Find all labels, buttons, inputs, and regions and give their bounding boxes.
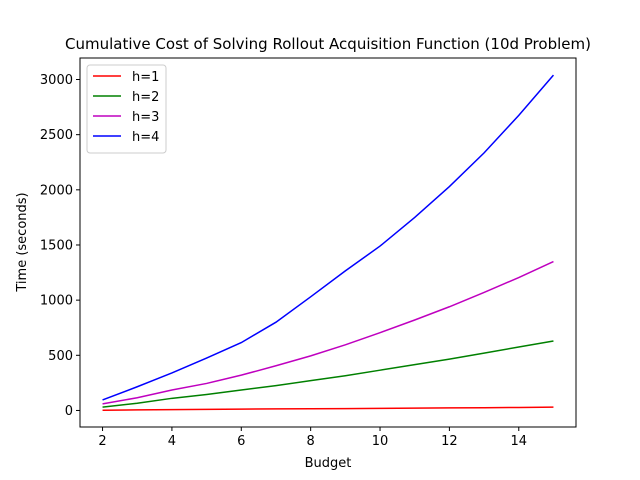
y-axis-ticks: 0 500 1000 1500 2000 2500 3000 — [40, 73, 80, 419]
series-line-1 — [102, 406, 554, 411]
y-tick-label: 1000 — [40, 294, 73, 309]
x-tick-label: 6 — [237, 434, 245, 449]
legend-label-2: h=2 — [132, 90, 159, 105]
y-tick-label: 0 — [65, 404, 73, 419]
series-line-2 — [102, 340, 554, 408]
y-tick-label: 1500 — [40, 238, 73, 253]
legend: h=1 h=2 h=3 h=4 — [86, 64, 167, 154]
x-tick-label: 14 — [510, 434, 527, 449]
legend-label-1: h=1 — [132, 70, 159, 85]
chart-title: Cumulative Cost of Solving Rollout Acqui… — [65, 35, 591, 53]
x-tick-label: 12 — [441, 434, 458, 449]
series-lines — [102, 74, 555, 411]
x-tick-label: 2 — [98, 434, 106, 449]
x-axis-ticks: 2 4 6 8 10 12 14 — [98, 427, 527, 449]
x-tick-label: 8 — [307, 434, 315, 449]
y-tick-label: 500 — [48, 349, 73, 364]
y-tick-label: 2000 — [40, 183, 73, 198]
y-axis-label: Time (seconds) — [15, 192, 30, 292]
x-axis-label: Budget — [305, 456, 352, 471]
plot-frame — [79, 57, 577, 428]
legend-box — [86, 64, 167, 154]
legend-label-3: h=3 — [132, 110, 159, 125]
series-line-4 — [102, 74, 555, 401]
x-tick-label: 4 — [168, 434, 176, 449]
series-line-3 — [102, 260, 554, 405]
legend-label-4: h=4 — [132, 130, 159, 145]
x-tick-label: 10 — [372, 434, 389, 449]
y-tick-label: 3000 — [40, 73, 73, 88]
y-tick-label: 2500 — [40, 128, 73, 143]
